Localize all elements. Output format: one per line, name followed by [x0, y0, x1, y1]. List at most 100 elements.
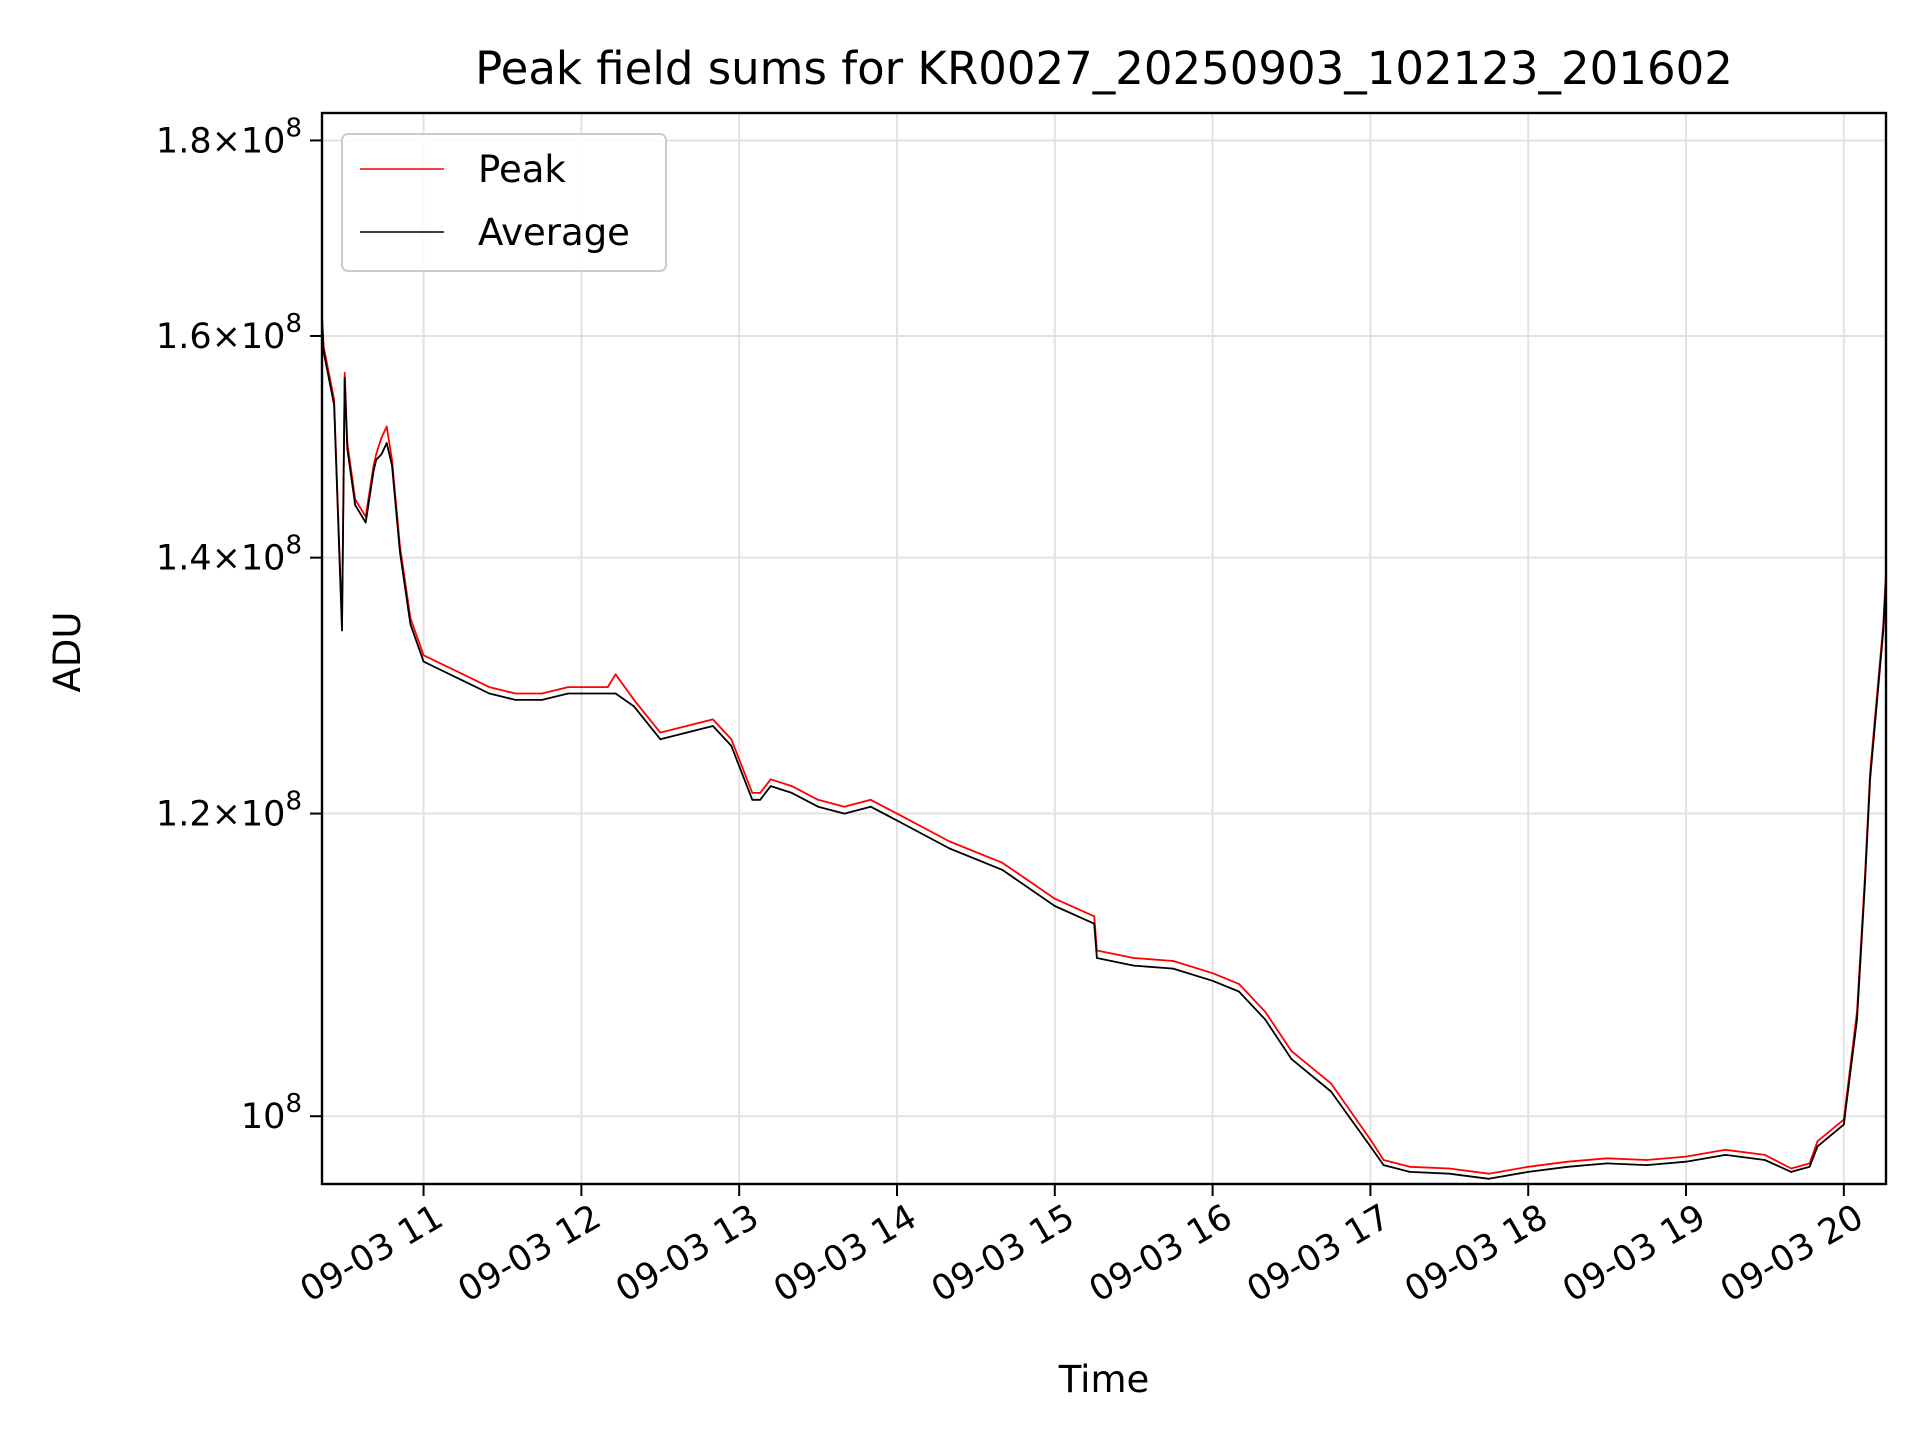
data-point	[364, 521, 367, 524]
data-point	[333, 403, 336, 406]
data-point	[948, 847, 951, 850]
data-point	[1808, 1165, 1811, 1168]
data-point	[1816, 1145, 1819, 1148]
data-point	[385, 442, 388, 445]
data-point	[1645, 1159, 1648, 1161]
data-point	[1095, 957, 1098, 959]
data-point	[1211, 979, 1214, 982]
data-point	[1842, 1123, 1845, 1126]
data-point	[1685, 1160, 1687, 1163]
data-point	[1685, 1155, 1687, 1158]
data-point	[1764, 1153, 1766, 1156]
data-point	[1645, 1164, 1648, 1166]
data-point	[730, 744, 733, 747]
data-point	[1764, 1159, 1766, 1161]
data-point	[1238, 982, 1240, 985]
data-point	[1290, 1050, 1293, 1053]
data-point	[409, 623, 412, 626]
data-point	[769, 778, 772, 781]
y-tick-label: 1.4×108	[156, 531, 302, 579]
data-point	[1053, 905, 1056, 907]
data-point	[1790, 1167, 1793, 1170]
data-point	[948, 840, 951, 843]
data-point	[1211, 972, 1214, 975]
data-point	[1369, 1138, 1372, 1141]
data-point	[1448, 1172, 1451, 1175]
data-point	[514, 692, 517, 695]
y-tick-label: 1.2×108	[156, 787, 302, 835]
data-point	[790, 785, 793, 788]
data-point	[659, 731, 662, 734]
data-point	[567, 686, 570, 688]
data-point	[1264, 1010, 1267, 1013]
data-point	[380, 453, 383, 456]
data-point	[633, 705, 635, 708]
data-point	[391, 464, 393, 467]
data-point	[1001, 861, 1004, 864]
series-average	[322, 301, 1886, 1180]
y-axis-ticks: 108 1.2×108 1.4×108 1.6×108 1.8×108	[156, 113, 322, 1137]
data-point	[1487, 1172, 1490, 1175]
plot-frame	[320, 111, 1888, 1186]
data-point	[372, 470, 375, 472]
data-point	[398, 550, 401, 553]
data-point	[1863, 883, 1866, 886]
data-point	[606, 692, 609, 695]
data-point	[896, 812, 898, 815]
data-point	[614, 673, 617, 676]
data-point	[343, 377, 346, 379]
data-point	[1132, 957, 1135, 959]
data-point	[869, 798, 872, 801]
data-point	[580, 692, 583, 695]
data-point	[896, 819, 898, 822]
data-point	[1816, 1140, 1819, 1143]
data-point	[422, 660, 425, 663]
data-point	[1408, 1171, 1411, 1173]
data-point	[730, 738, 733, 741]
legend-label-peak: Peak	[478, 148, 566, 191]
data-point	[435, 660, 438, 663]
data-point	[488, 692, 491, 695]
data-point	[1132, 964, 1135, 967]
data-point	[1882, 629, 1885, 632]
data-point	[1053, 897, 1056, 900]
y-tick-label: 108	[241, 1089, 302, 1137]
data-point	[567, 692, 570, 695]
data-point	[462, 679, 464, 682]
data-point	[685, 725, 688, 727]
data-point	[422, 654, 425, 657]
data-point	[1172, 960, 1175, 962]
data-point	[711, 725, 714, 727]
data-point	[343, 371, 346, 374]
data-point	[354, 504, 357, 507]
data-point	[541, 699, 543, 701]
data-point	[1330, 1090, 1332, 1093]
data-point	[385, 425, 388, 428]
data-point	[1566, 1165, 1569, 1168]
legend-label-average: Average	[478, 211, 630, 254]
chart-title: Peak field sums for KR0027_20250903_1021…	[475, 42, 1733, 95]
data-point	[1382, 1164, 1385, 1166]
data-point	[659, 738, 662, 741]
data-point	[1172, 967, 1175, 970]
data-point	[759, 798, 762, 801]
data-point	[1606, 1162, 1609, 1165]
y-tick-label: 1.8×108	[156, 113, 302, 161]
data-point	[346, 447, 349, 450]
data-point	[1408, 1165, 1411, 1168]
data-point	[375, 453, 378, 456]
data-point	[375, 458, 378, 461]
data-point	[1527, 1165, 1530, 1168]
grid	[322, 113, 1886, 1184]
data-point	[435, 667, 438, 669]
data-point	[1290, 1058, 1293, 1061]
data-point	[711, 718, 714, 721]
data-point	[1856, 1018, 1858, 1021]
data-point	[380, 436, 383, 439]
y-tick-label: 1.6×108	[156, 309, 302, 357]
data-point	[1369, 1145, 1372, 1148]
data-point	[1790, 1171, 1793, 1173]
data-point	[1869, 778, 1872, 781]
